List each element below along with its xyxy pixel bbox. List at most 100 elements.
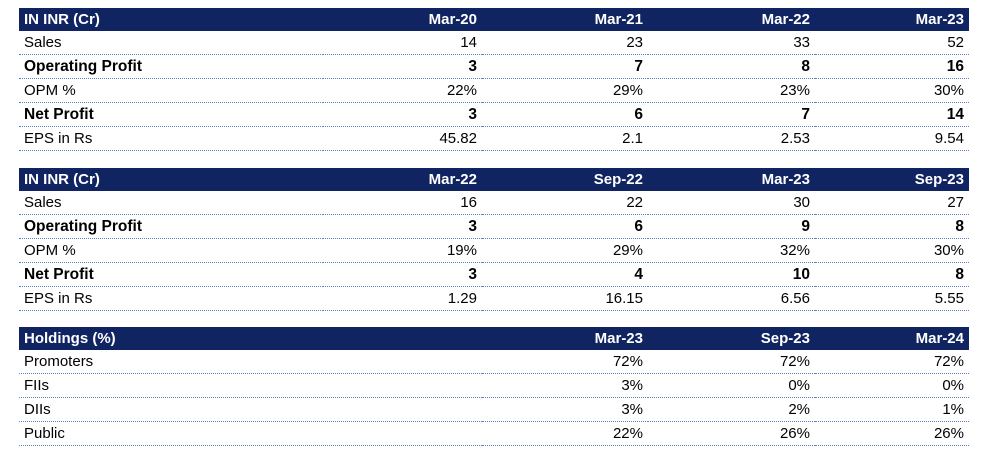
table-cell: 72% (648, 350, 815, 374)
table-cell: 30% (815, 78, 969, 103)
header-cell: Sep-23 (815, 168, 969, 191)
row-label: Sales (19, 191, 323, 215)
table-cell: 23% (648, 78, 815, 103)
table-row: Operating Profit 3 6 9 8 (19, 214, 969, 239)
table-cell: 72% (482, 350, 648, 374)
table-row: Net Profit 3 4 10 8 (19, 262, 969, 287)
table-cell: 9 (648, 214, 815, 239)
table-cell: 6 (482, 214, 648, 239)
header-cell: Holdings (%) (19, 327, 482, 350)
row-label: Promoters (19, 350, 482, 374)
halfyear-financials-table: IN INR (Cr) Mar-22 Sep-22 Mar-23 Sep-23 … (19, 168, 969, 311)
header-cell: Mar-23 (648, 168, 815, 191)
row-label: Net Profit (19, 102, 323, 127)
table-cell: 1.29 (323, 286, 482, 311)
table-cell: 0% (648, 373, 815, 398)
header-cell: Mar-24 (815, 327, 969, 350)
header-cell: Mar-22 (648, 8, 815, 31)
row-label: Sales (19, 31, 323, 55)
header-cell: Mar-22 (323, 168, 482, 191)
table-cell: 26% (815, 421, 969, 446)
table-cell: 32% (648, 238, 815, 263)
header-cell: Mar-20 (323, 8, 482, 31)
row-label: EPS in Rs (19, 286, 323, 311)
table-cell: 4 (482, 262, 648, 287)
header-cell: Sep-22 (482, 168, 648, 191)
table-cell: 30% (815, 238, 969, 263)
table-cell: 5.55 (815, 286, 969, 311)
row-label: Operating Profit (19, 54, 323, 79)
table-cell: 19% (323, 238, 482, 263)
header-cell: Sep-23 (648, 327, 815, 350)
row-label: OPM % (19, 238, 323, 263)
table-cell: 3 (323, 214, 482, 239)
table-cell: 23 (482, 31, 648, 55)
header-cell: IN INR (Cr) (19, 168, 323, 191)
table-row: DIIs 3% 2% 1% (19, 397, 969, 422)
table-header-row: IN INR (Cr) Mar-20 Mar-21 Mar-22 Mar-23 (19, 8, 969, 31)
table-cell: 22 (482, 191, 648, 215)
table-cell: 33 (648, 31, 815, 55)
row-label: EPS in Rs (19, 126, 323, 151)
table-row: EPS in Rs 45.82 2.1 2.53 9.54 (19, 126, 969, 151)
table-cell: 10 (648, 262, 815, 287)
table-cell: 16 (323, 191, 482, 215)
table-cell: 14 (815, 102, 969, 127)
table-cell: 16 (815, 54, 969, 79)
table-row: FIIs 3% 0% 0% (19, 373, 969, 398)
header-cell: Mar-23 (482, 327, 648, 350)
table-row: EPS in Rs 1.29 16.15 6.56 5.55 (19, 286, 969, 311)
table-cell: 3% (482, 397, 648, 422)
table-row: OPM % 22% 29% 23% 30% (19, 78, 969, 103)
table-header-row: IN INR (Cr) Mar-22 Sep-22 Mar-23 Sep-23 (19, 168, 969, 191)
table-cell: 14 (323, 31, 482, 55)
table-cell: 3 (323, 54, 482, 79)
table-cell: 22% (323, 78, 482, 103)
table-cell: 6.56 (648, 286, 815, 311)
table-row: OPM % 19% 29% 32% 30% (19, 238, 969, 263)
table-cell: 3 (323, 262, 482, 287)
row-label: Net Profit (19, 262, 323, 287)
row-label: Public (19, 421, 482, 446)
table-cell: 7 (482, 54, 648, 79)
holdings-table: Holdings (%) Mar-23 Sep-23 Mar-24 Promot… (19, 327, 969, 446)
table-cell: 45.82 (323, 126, 482, 151)
table-cell: 8 (648, 54, 815, 79)
table-cell: 8 (815, 214, 969, 239)
table-cell: 1% (815, 397, 969, 422)
table-cell: 6 (482, 102, 648, 127)
table-cell: 29% (482, 238, 648, 263)
table-cell: 52 (815, 31, 969, 55)
table-cell: 29% (482, 78, 648, 103)
header-cell: Mar-23 (815, 8, 969, 31)
table-cell: 7 (648, 102, 815, 127)
table-header-row: Holdings (%) Mar-23 Sep-23 Mar-24 (19, 327, 969, 350)
header-cell: Mar-21 (482, 8, 648, 31)
table-row: Promoters 72% 72% 72% (19, 350, 969, 374)
annual-financials-table: IN INR (Cr) Mar-20 Mar-21 Mar-22 Mar-23 … (19, 8, 969, 151)
table-row: Sales 16 22 30 27 (19, 191, 969, 215)
table-cell: 9.54 (815, 126, 969, 151)
table-cell: 8 (815, 262, 969, 287)
row-label: OPM % (19, 78, 323, 103)
table-cell: 2.1 (482, 126, 648, 151)
table-cell: 2.53 (648, 126, 815, 151)
table-cell: 27 (815, 191, 969, 215)
table-cell: 3% (482, 373, 648, 398)
row-label: Operating Profit (19, 214, 323, 239)
header-cell: IN INR (Cr) (19, 8, 323, 31)
table-cell: 0% (815, 373, 969, 398)
table-cell: 3 (323, 102, 482, 127)
table-row: Net Profit 3 6 7 14 (19, 102, 969, 127)
row-label: DIIs (19, 397, 482, 422)
table-row: Operating Profit 3 7 8 16 (19, 54, 969, 79)
row-label: FIIs (19, 373, 482, 398)
table-row: Sales 14 23 33 52 (19, 31, 969, 55)
table-cell: 2% (648, 397, 815, 422)
table-cell: 22% (482, 421, 648, 446)
table-cell: 30 (648, 191, 815, 215)
table-cell: 16.15 (482, 286, 648, 311)
table-row: Public 22% 26% 26% (19, 421, 969, 446)
table-cell: 26% (648, 421, 815, 446)
table-cell: 72% (815, 350, 969, 374)
